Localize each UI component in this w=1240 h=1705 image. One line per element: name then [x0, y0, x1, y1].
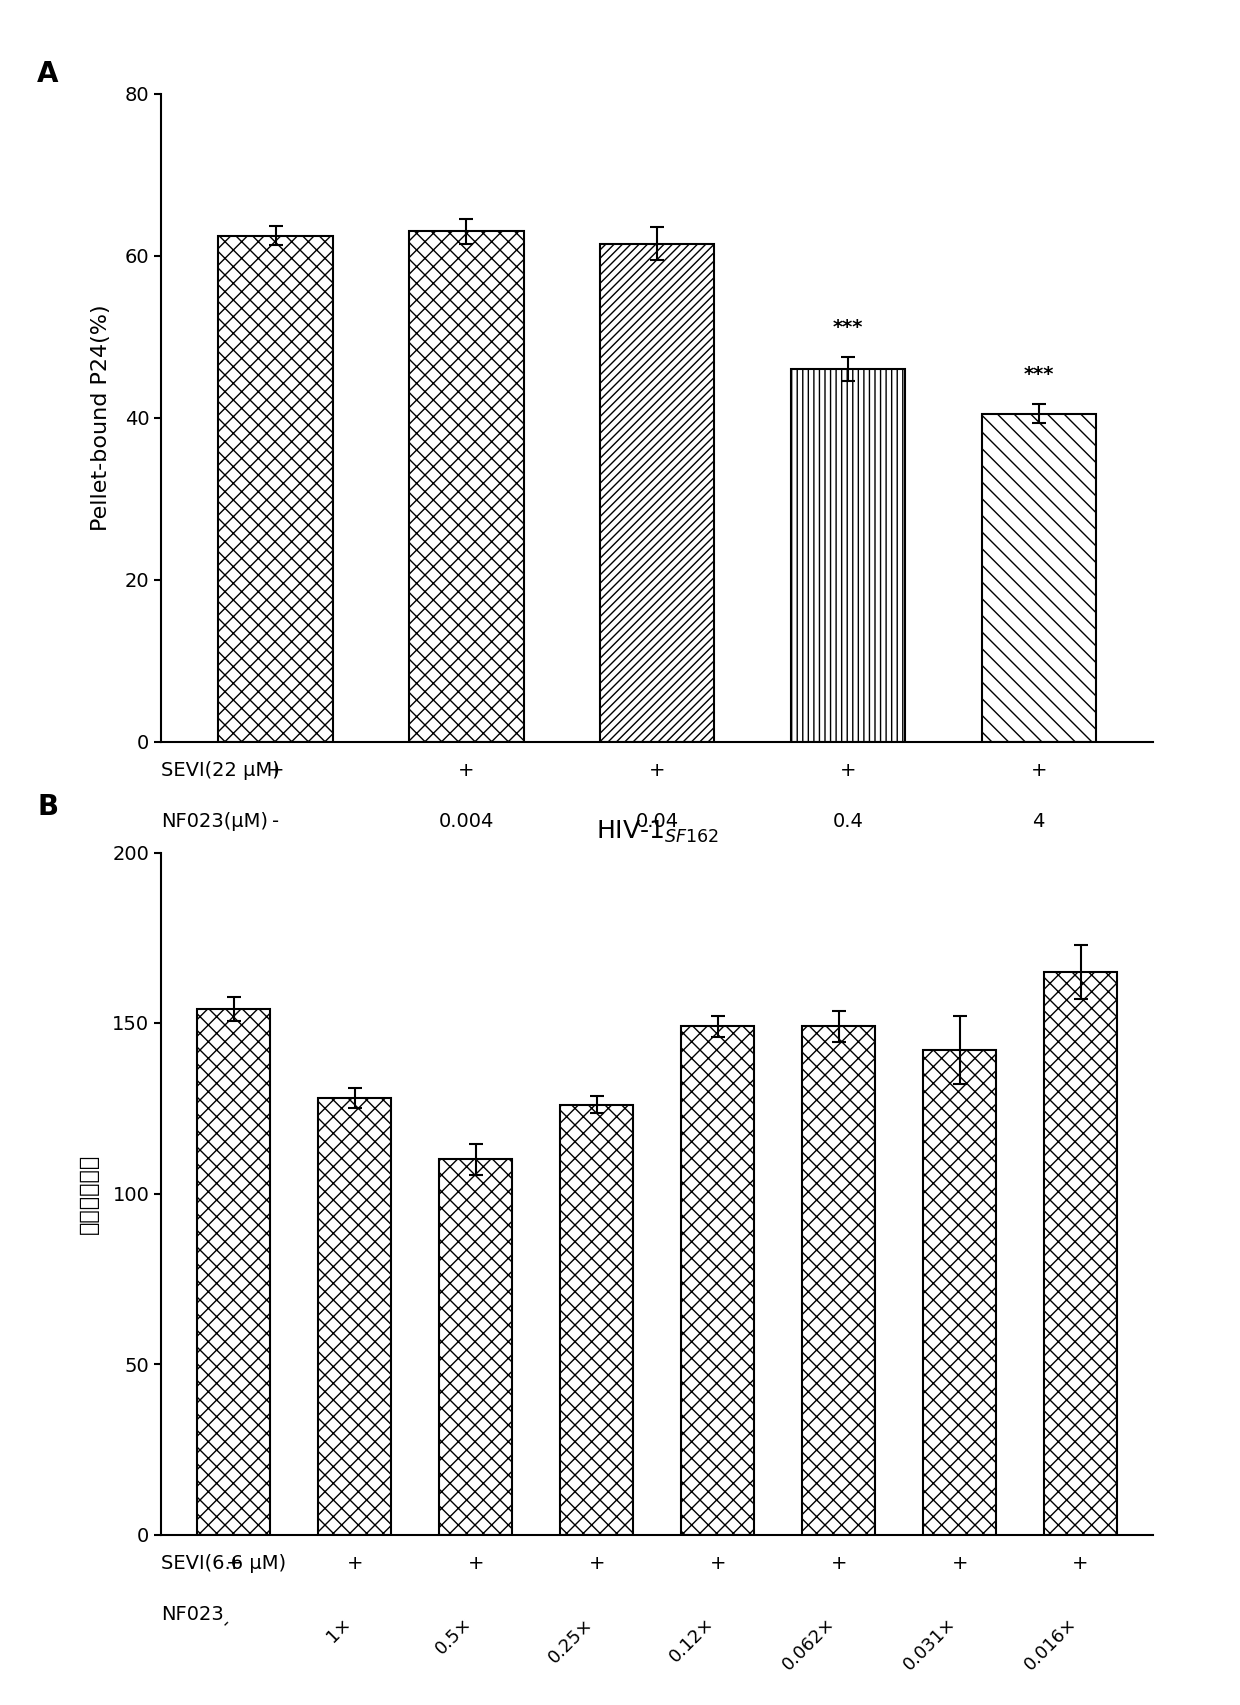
Text: NF023(μM): NF023(μM) [161, 812, 268, 832]
Bar [560, 1105, 632, 1535]
Text: 0.12×: 0.12× [666, 1615, 718, 1666]
Text: 0.004: 0.004 [439, 812, 494, 832]
Text: 4: 4 [1033, 812, 1045, 832]
Text: ***: *** [1023, 365, 1054, 384]
Bar [1044, 972, 1117, 1534]
Text: +: + [467, 1553, 484, 1574]
Text: +: + [709, 1553, 725, 1574]
Text: 0.25×: 0.25× [546, 1615, 596, 1666]
Text: +: + [589, 1553, 605, 1574]
Y-axis label: 感染增强倍数: 感染增强倍数 [78, 1153, 98, 1234]
Bar [600, 244, 714, 742]
Text: 0.5×: 0.5× [433, 1615, 476, 1659]
Text: A: A [37, 60, 58, 87]
Text: +: + [1073, 1553, 1089, 1574]
Text: 0.062×: 0.062× [779, 1615, 838, 1674]
Bar [319, 1098, 391, 1534]
Bar [218, 235, 332, 742]
Title: HIV-1$_{SF162}$: HIV-1$_{SF162}$ [595, 818, 719, 844]
Text: +: + [649, 760, 666, 781]
Text: +: + [268, 760, 284, 781]
Text: -: - [272, 812, 279, 832]
Text: NF023: NF023 [161, 1604, 224, 1625]
Bar [682, 1026, 754, 1534]
Bar [791, 370, 905, 742]
Text: +: + [831, 1553, 847, 1574]
Text: 1×: 1× [324, 1615, 355, 1645]
Bar [924, 1050, 996, 1534]
Bar [802, 1026, 875, 1534]
Text: ***: *** [833, 317, 863, 338]
Text: 0.4: 0.4 [832, 812, 863, 832]
Bar [409, 232, 523, 742]
Text: 0.031×: 0.031× [900, 1615, 960, 1674]
Bar [439, 1159, 512, 1534]
Text: +: + [226, 1553, 242, 1574]
Bar [982, 414, 1096, 742]
Text: B: B [37, 793, 58, 820]
Text: SEVI(6.6 μM): SEVI(6.6 μM) [161, 1553, 286, 1574]
Text: 0.04: 0.04 [636, 812, 678, 832]
Bar [197, 1009, 270, 1534]
Text: +: + [346, 1553, 363, 1574]
Text: +: + [1030, 760, 1047, 781]
Text: +: + [839, 760, 856, 781]
Text: +: + [951, 1553, 968, 1574]
Text: +: + [459, 760, 475, 781]
Text: SEVI(22 μM): SEVI(22 μM) [161, 760, 280, 781]
Y-axis label: Pellet-bound P24(%): Pellet-bound P24(%) [91, 305, 110, 530]
Text: 0.016×: 0.016× [1021, 1615, 1080, 1674]
Text: -: - [217, 1615, 234, 1632]
